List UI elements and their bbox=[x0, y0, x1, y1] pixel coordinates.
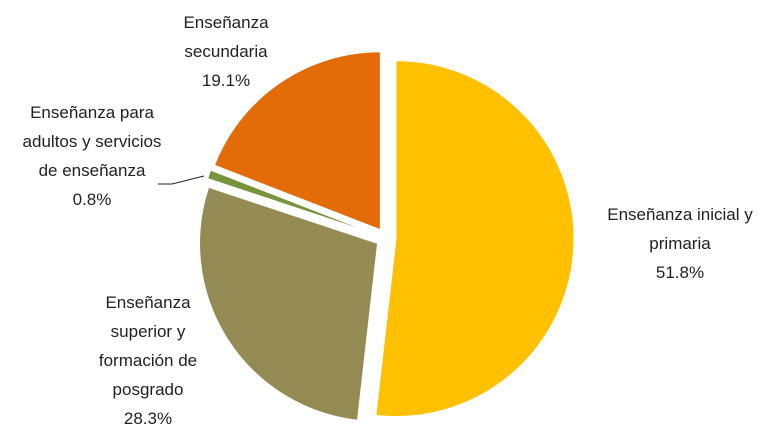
slice-label: Enseñanza para adultos y servicios de en… bbox=[22, 98, 162, 214]
slice-value: 0.8% bbox=[72, 190, 112, 209]
leader-line bbox=[171, 175, 205, 185]
pie-slice bbox=[199, 186, 379, 421]
pie-slice bbox=[375, 60, 575, 418]
slice-name: Enseñanza inicial y primaria bbox=[607, 205, 753, 253]
slice-name: Enseñanza para adultos y servicios de en… bbox=[22, 103, 162, 180]
pie-slice bbox=[207, 169, 377, 236]
slice-value: 51.8% bbox=[655, 263, 705, 282]
slice-value: 19.1% bbox=[201, 71, 251, 90]
slice-label: Enseñanza secundaria 19.1% bbox=[170, 8, 282, 95]
slice-label: Enseñanza inicial y primaria 51.8% bbox=[605, 200, 755, 287]
slice-name: Enseñanza secundaria bbox=[183, 13, 269, 61]
slice-value: 28.3% bbox=[123, 409, 173, 428]
slice-name: Enseñanza superior y formación de posgra… bbox=[98, 293, 198, 399]
slice-label: Enseñanza superior y formación de posgra… bbox=[82, 288, 214, 433]
pie-slice bbox=[213, 51, 381, 231]
